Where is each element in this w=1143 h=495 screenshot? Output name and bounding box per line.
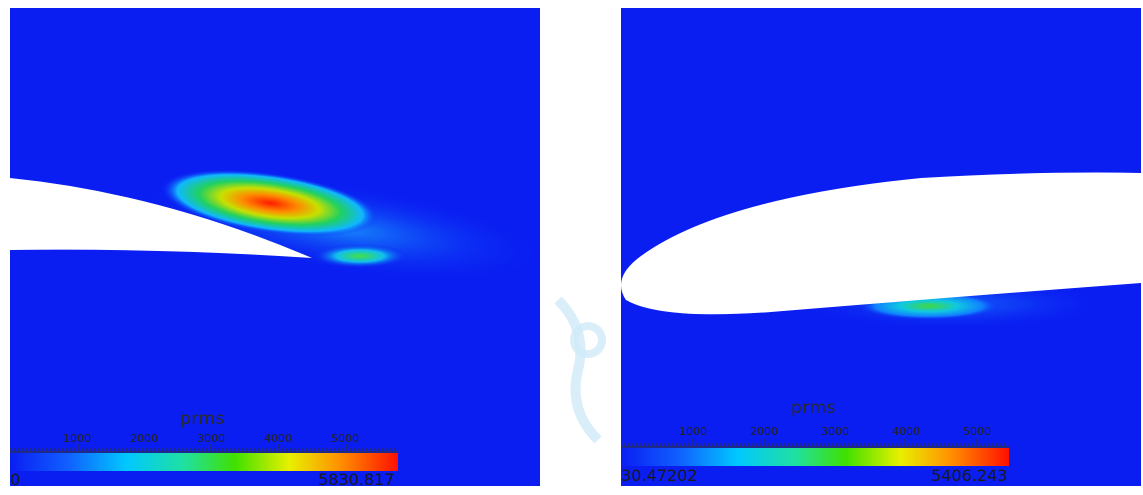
left-contour-panel: prms 1000 2000 3000 4000 5000 0 5830.817 (10, 8, 540, 486)
right-colorbar-min: 30.47202 (621, 466, 698, 485)
right-tick-4000: 4000 (892, 425, 920, 438)
right-airfoil (621, 172, 1141, 315)
left-colorbar-title: prms (180, 409, 225, 429)
left-tick-4000: 4000 (264, 432, 292, 445)
right-contour-panel: prms 1000 2000 3000 4000 5000 30.47202 5… (621, 8, 1141, 486)
watermark-strip (554, 296, 606, 444)
left-colorbar-max: 5830.817 (318, 470, 395, 486)
right-colorbar (621, 448, 1009, 466)
left-airfoil (10, 178, 312, 258)
right-tick-2000: 2000 (750, 425, 778, 438)
left-tick-1000: 1000 (63, 432, 91, 445)
left-tick-5000: 5000 (331, 432, 359, 445)
left-colorbar (10, 453, 398, 471)
right-tick-1000: 1000 (679, 425, 707, 438)
left-tick-3000: 3000 (197, 432, 225, 445)
right-colorbar-max: 5406.243 (931, 466, 1008, 485)
right-tick-5000: 5000 (963, 425, 991, 438)
right-tick-3000: 3000 (821, 425, 849, 438)
right-contour-plot (621, 8, 1141, 486)
left-tick-2000: 2000 (130, 432, 158, 445)
left-contour-plot (10, 8, 540, 486)
left-colorbar-min: 0 (10, 470, 21, 486)
right-colorbar-title: prms (791, 398, 836, 418)
